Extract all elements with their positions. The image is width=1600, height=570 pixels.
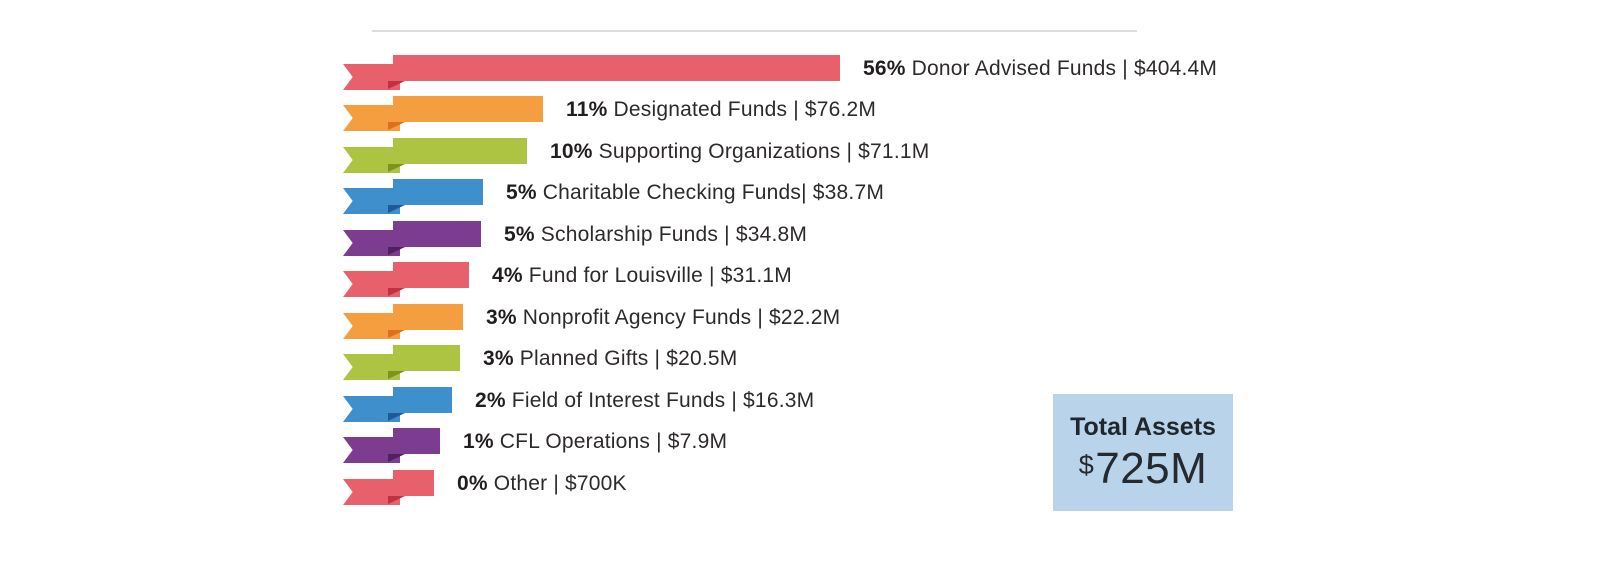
bar-segment: [393, 221, 481, 247]
ribbon-fold-icon: [388, 288, 405, 296]
bar-label: 5% Scholarship Funds | $34.8M: [504, 221, 807, 247]
bar-text: CFL Operations | $7.9M: [493, 430, 728, 453]
chart-row: 4% Fund for Louisville | $31.1M: [343, 262, 1443, 298]
chart-row: 11% Designated Funds | $76.2M: [343, 96, 1443, 132]
bar-percent: 2%: [475, 389, 506, 412]
chart-row: 10% Supporting Organizations | $71.1M: [343, 138, 1443, 174]
bar-text: Donor Advised Funds | $404.4M: [905, 57, 1218, 80]
ribbon-bar: [343, 138, 527, 174]
bar-text: Supporting Organizations | $71.1M: [592, 140, 930, 163]
bar-segment: [393, 138, 527, 164]
bar-label: 56% Donor Advised Funds | $404.4M: [863, 55, 1217, 81]
bar-percent: 1%: [463, 430, 494, 453]
ribbon-bar: [343, 428, 463, 464]
chart-row: 0% Other | $700K: [343, 470, 1443, 506]
bar-percent: 0%: [457, 472, 488, 495]
bar-label: 5% Charitable Checking Funds| $38.7M: [506, 179, 884, 205]
bar-segment: [393, 96, 543, 122]
bar-label: 4% Fund for Louisville | $31.1M: [492, 262, 792, 288]
bar-percent: 5%: [504, 223, 535, 246]
bar-text: Fund for Louisville | $31.1M: [522, 264, 792, 287]
chart-row: 5% Charitable Checking Funds| $38.7M: [343, 179, 1443, 215]
chart-row: 56% Donor Advised Funds | $404.4M: [343, 55, 1443, 91]
ribbon-bar: [343, 221, 481, 257]
ribbon-bar: [343, 304, 463, 340]
bar-label: 0% Other | $700K: [457, 470, 627, 496]
ribbon-bar: [343, 179, 483, 215]
ribbon-fold-icon: [388, 413, 405, 421]
ribbon-bar: [343, 96, 543, 132]
total-amount: 725M: [1095, 444, 1208, 493]
bar-text: Planned Gifts | $20.5M: [513, 347, 738, 370]
ribbon-bar: [343, 470, 463, 506]
bar-segment: [393, 345, 460, 371]
bar-segment: [393, 55, 840, 81]
bar-percent: 3%: [486, 306, 517, 329]
ribbon-bar: [343, 55, 840, 91]
bar-label: 1% CFL Operations | $7.9M: [463, 428, 727, 454]
bar-segment: [393, 262, 469, 288]
bar-label: 10% Supporting Organizations | $71.1M: [550, 138, 929, 164]
ribbon-fold-icon: [388, 81, 405, 89]
bar-segment: [393, 179, 483, 205]
bar-segment: [393, 387, 452, 413]
chart-row: 3% Planned Gifts | $20.5M: [343, 345, 1443, 381]
chart-row: 5% Scholarship Funds | $34.8M: [343, 221, 1443, 257]
bar-text: Designated Funds | $76.2M: [607, 98, 877, 121]
bar-segment: [393, 304, 463, 330]
bar-percent: 10%: [550, 140, 593, 163]
ribbon-fold-icon: [388, 247, 405, 255]
total-assets-box: Total Assets $725M: [1053, 394, 1233, 511]
ribbon-fold-icon: [388, 371, 405, 379]
bar-percent: 5%: [506, 181, 537, 204]
bar-text: Field of Interest Funds | $16.3M: [505, 389, 815, 412]
bar-percent: 11%: [566, 98, 608, 121]
bar-text: Scholarship Funds | $34.8M: [534, 223, 808, 246]
ribbon-fold-icon: [388, 330, 405, 338]
chart-row: 3% Nonprofit Agency Funds | $22.2M: [343, 304, 1443, 340]
bar-percent: 56%: [863, 57, 906, 80]
ribbon-fold-icon: [388, 496, 405, 504]
bar-text: Other | $700K: [487, 472, 627, 495]
dollar-sign: $: [1078, 450, 1095, 480]
bar-label: 3% Nonprofit Agency Funds | $22.2M: [486, 304, 840, 330]
bar-text: Charitable Checking Funds| $38.7M: [536, 181, 885, 204]
ribbon-bar: [343, 262, 469, 298]
bar-percent: 4%: [492, 264, 523, 287]
bar-segment: [393, 428, 440, 454]
chart-row: 1% CFL Operations | $7.9M: [343, 428, 1443, 464]
ribbon-fold-icon: [388, 454, 405, 462]
bar-label: 3% Planned Gifts | $20.5M: [483, 345, 737, 371]
bar-text: Nonprofit Agency Funds | $22.2M: [516, 306, 841, 329]
total-assets-value: $725M: [1079, 444, 1208, 494]
ribbon-fold-icon: [388, 164, 405, 172]
top-crop-hairline: [372, 30, 1137, 32]
ribbon-bar: [343, 345, 463, 381]
bar-label: 11% Designated Funds | $76.2M: [566, 96, 876, 122]
total-assets-label: Total Assets: [1070, 413, 1216, 441]
ribbon-bar: [343, 387, 463, 423]
bar-percent: 3%: [483, 347, 514, 370]
chart-row: 2% Field of Interest Funds | $16.3M: [343, 387, 1443, 423]
ribbon-fold-icon: [388, 205, 405, 213]
bar-label: 2% Field of Interest Funds | $16.3M: [475, 387, 814, 413]
bar-segment: [393, 470, 434, 496]
ribbon-fold-icon: [388, 122, 405, 130]
